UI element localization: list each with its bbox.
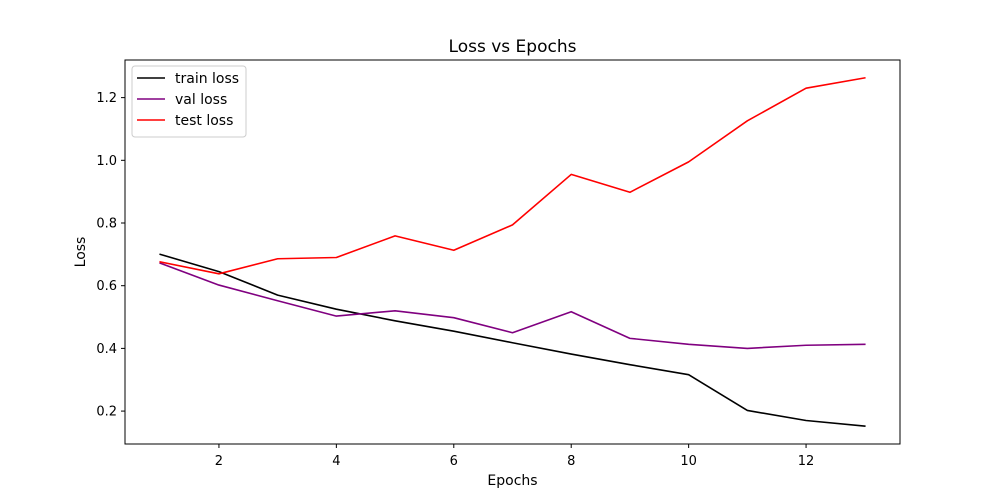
x-tick-label: 8 <box>567 454 575 469</box>
chart-title: Loss vs Epochs <box>449 37 577 57</box>
series-line-test-loss <box>159 76 866 275</box>
x-tick-label: 6 <box>450 454 458 469</box>
y-tick-label: 0.2 <box>96 405 117 420</box>
series-line-val-loss <box>159 262 866 350</box>
x-axis-label: Epochs <box>487 473 537 489</box>
legend-label: test loss <box>175 113 233 129</box>
legend-label: train loss <box>175 71 239 87</box>
y-tick-label: 1.2 <box>96 91 117 106</box>
y-axis-label: Loss <box>73 237 89 268</box>
y-tick-label: 0.6 <box>96 279 117 294</box>
x-tick-label: 2 <box>215 454 223 469</box>
legend: train loss val loss test loss <box>131 65 247 138</box>
series-line-train-loss <box>159 253 866 428</box>
x-tick-label: 4 <box>332 454 340 469</box>
plot-area-frame <box>124 59 901 445</box>
y-tick-label: 0.8 <box>96 217 117 232</box>
x-tick-label: 12 <box>798 454 815 469</box>
y-tick-label: 0.4 <box>96 342 117 357</box>
y-tick-label: 1.0 <box>96 154 117 169</box>
x-tick-label: 10 <box>680 454 697 469</box>
legend-label: val loss <box>175 92 227 108</box>
